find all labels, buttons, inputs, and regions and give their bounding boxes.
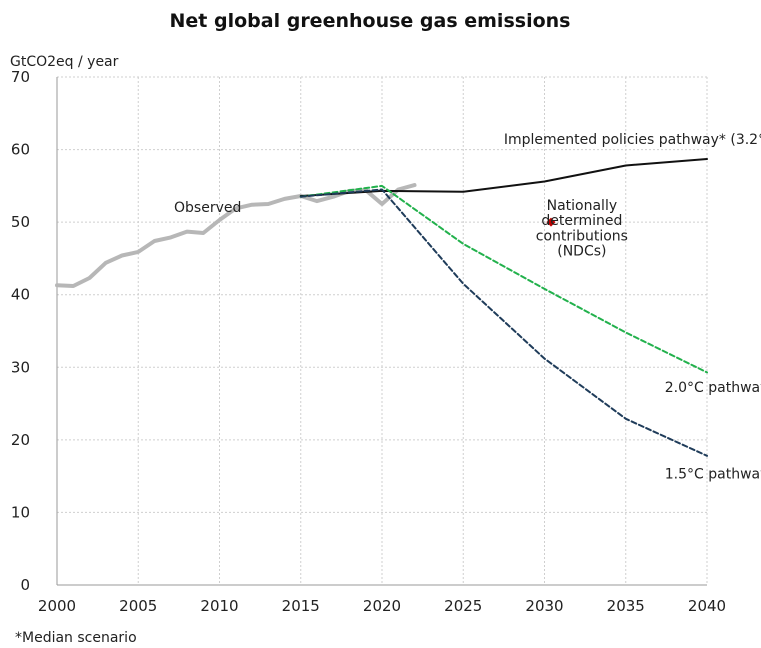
pathway-2-0c-series-line xyxy=(299,184,708,374)
ndc-label-line-3: contributions xyxy=(536,228,628,244)
ndc-label-line-1: Nationally xyxy=(547,198,618,214)
series-layer xyxy=(55,158,708,457)
y-tick-label: 10 xyxy=(11,503,30,521)
ndc-label-line-2: determined xyxy=(541,213,622,229)
x-tick-label: 2020 xyxy=(363,597,401,615)
pathway-2-0c-label: 2.0°C pathway* xyxy=(665,380,761,396)
ndc-diamond-marker xyxy=(546,217,556,227)
x-tick-label: 2030 xyxy=(525,597,563,615)
y-tick-label: 50 xyxy=(11,213,30,231)
y-axis-label: GtCO2eq / year xyxy=(10,54,119,70)
x-tick-label: 2015 xyxy=(282,597,320,615)
y-tick-label: 20 xyxy=(11,431,30,449)
chart-title: Net global greenhouse gas emissions xyxy=(170,10,571,32)
pathway-1-5c-label: 1.5°C pathway* xyxy=(665,466,761,482)
y-tick-label: 30 xyxy=(11,358,30,376)
grid-layer xyxy=(57,76,708,585)
implemented-policies-series-line xyxy=(299,158,708,197)
x-tick-label: 2035 xyxy=(607,597,645,615)
point-layer xyxy=(546,217,556,227)
x-tick-label: 2000 xyxy=(38,597,76,615)
ndc-label-line-4: (NDCs) xyxy=(557,244,606,260)
footnote: *Median scenario xyxy=(15,630,137,646)
observed-series-line xyxy=(55,183,417,288)
observed-label: Observed xyxy=(174,200,241,216)
x-tick-label: 2040 xyxy=(688,597,726,615)
y-tick-label: 0 xyxy=(20,576,30,594)
y-tick-label: 40 xyxy=(11,286,30,304)
implemented-policies-label: Implemented policies pathway* (3.2°C, 21… xyxy=(504,132,761,148)
annotation-layer: Observed Implemented policies pathway* (3… xyxy=(174,132,761,483)
x-tick-label: 2005 xyxy=(119,597,157,615)
pathway-1-5c-series-line xyxy=(299,188,708,457)
y-tick-label: 60 xyxy=(11,141,30,159)
y-tick-label: 70 xyxy=(11,68,30,86)
x-tick-label: 2010 xyxy=(200,597,238,615)
x-tick-label: 2025 xyxy=(444,597,482,615)
